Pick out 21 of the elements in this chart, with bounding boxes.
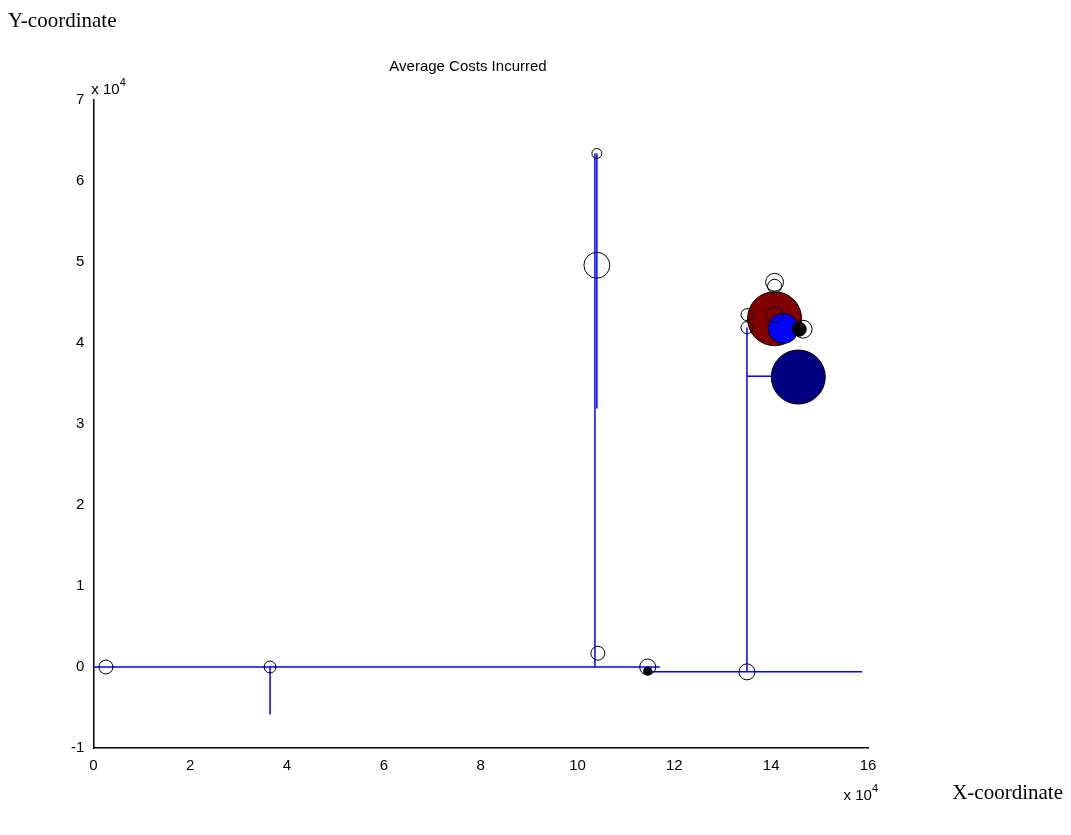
y-tick-label: 7 bbox=[75, 90, 85, 108]
y-tick-label: 3 bbox=[75, 414, 85, 432]
y-axis-title: Y-coordinate bbox=[8, 8, 117, 33]
x-tick-label: 10 bbox=[569, 756, 586, 774]
x-tick-label: 8 bbox=[476, 756, 485, 774]
y-tick-label: 4 bbox=[75, 333, 85, 351]
y-tick-label: 5 bbox=[75, 252, 85, 270]
y-tick-label: 0 bbox=[75, 657, 85, 675]
x-axis-title: X-coordinate bbox=[952, 780, 1063, 805]
y-tick-label: 1 bbox=[75, 576, 85, 594]
chart-title: Average Costs Incurred bbox=[389, 57, 547, 75]
x-tick-label: 0 bbox=[89, 756, 98, 774]
x-tick-label: 14 bbox=[762, 756, 780, 774]
x-tick-label: 6 bbox=[379, 756, 389, 774]
y-tick-label: 2 bbox=[75, 495, 85, 513]
x-tick-label: 16 bbox=[859, 756, 877, 774]
x-tick-label: 2 bbox=[186, 756, 195, 774]
x-tick-label: 12 bbox=[665, 756, 683, 774]
y-tick-label: -1 bbox=[70, 738, 85, 756]
x-tick-label: 4 bbox=[282, 756, 292, 774]
y-tick-label: 6 bbox=[75, 171, 85, 189]
